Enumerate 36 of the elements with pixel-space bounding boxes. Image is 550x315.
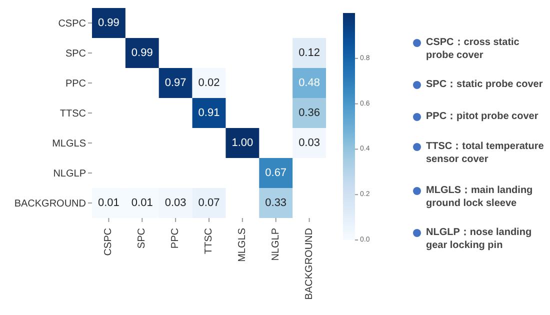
data-label: 0.33 [265, 197, 287, 209]
data-label: 0.03 [164, 197, 186, 209]
x-tick-label: MLGLS [236, 228, 248, 262]
data-label: 0.99 [131, 47, 153, 59]
text: CSPC：cross static probe cover [426, 36, 520, 62]
text: MLGLS：main landing ground lock sleeve [426, 184, 534, 210]
text: PPC：pitot probe cover [426, 110, 538, 123]
x-tick-label: TTSC [204, 228, 214, 254]
y-tick-label: TTSC [60, 108, 86, 120]
x-tick-label: PPC [170, 228, 182, 249]
data-label: 0.99 [98, 17, 120, 29]
data-label: 0.97 [164, 77, 186, 89]
y-tick-label: BACKGROUND [14, 198, 86, 210]
y-tick-label: NLGLP [53, 168, 86, 180]
y-tick-label: MLGLS [52, 138, 86, 150]
y-tick-label: CSPC [58, 18, 86, 30]
data-label: 0.91 [198, 107, 220, 119]
x-tick-label: NLGLP [270, 228, 282, 261]
data-label: 0.36 [298, 107, 320, 119]
data-label: 0.12 [298, 47, 320, 59]
data-label: 0.01 [98, 197, 120, 209]
x-tick-label: SPC [136, 228, 148, 249]
data-label: 0.07 [198, 197, 220, 209]
data-label: 1.00 [232, 137, 254, 149]
text: NLGLP：nose landing gear locking pin [426, 226, 533, 252]
data-label: 0.02 [198, 77, 220, 89]
y-tick-label: SPC [65, 48, 86, 60]
data-label: 0.01 [131, 197, 153, 209]
data-label: 0.67 [265, 167, 287, 179]
text: SPC：static probe cover [426, 78, 543, 91]
y-tick-label: PPC [65, 78, 86, 90]
text: TTSC：total temperature sensor cover [426, 140, 545, 166]
x-tick-label: BACKGROUND [304, 228, 315, 300]
data-label: 0.48 [298, 77, 320, 89]
data-label: 0.03 [298, 137, 320, 149]
x-tick-label: CSPC [103, 228, 114, 256]
